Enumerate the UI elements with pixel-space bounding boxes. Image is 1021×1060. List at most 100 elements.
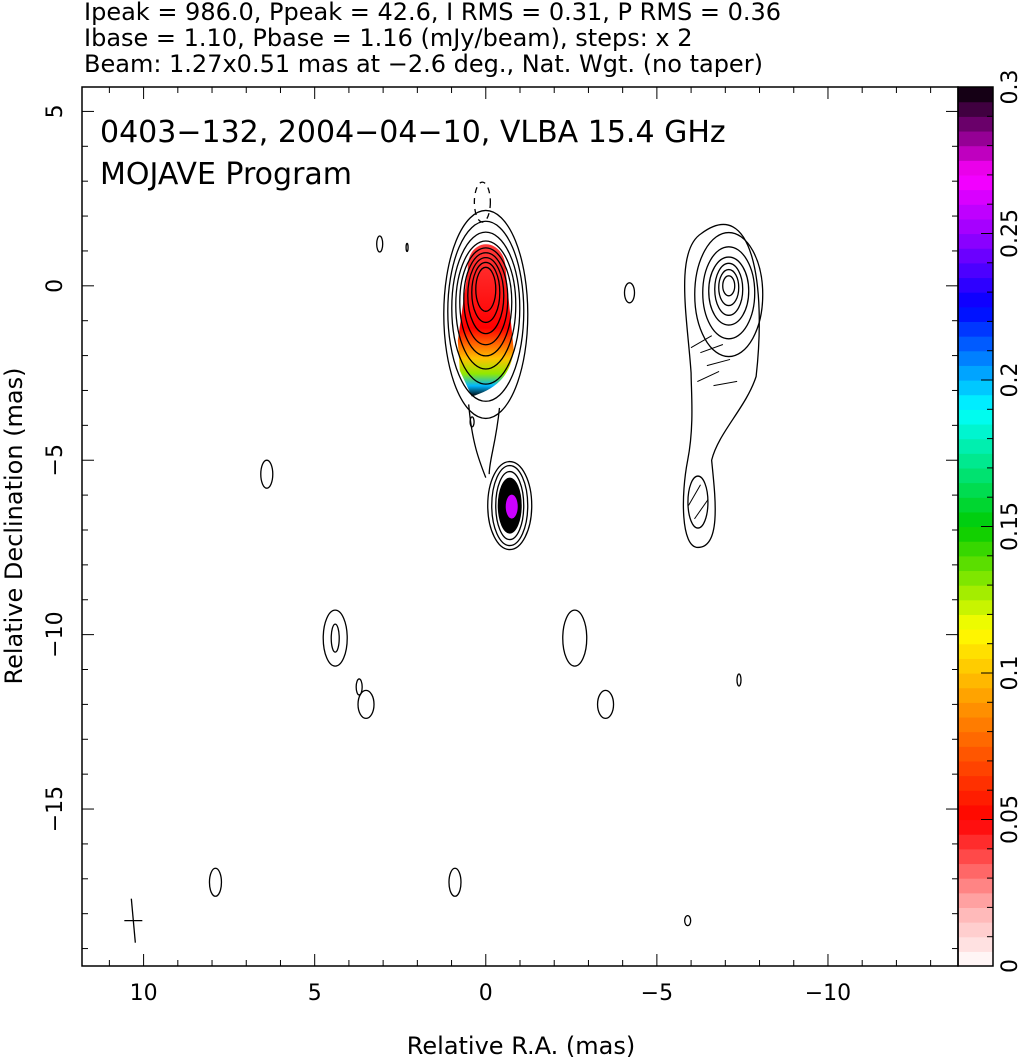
contour-core: [455, 240, 517, 370]
contour-pol-core: [694, 231, 764, 358]
contour-pol-core: [702, 246, 756, 340]
colorbar-band: [958, 673, 993, 689]
colorbar-band: [958, 233, 993, 249]
contour-pol-core: [722, 275, 736, 297]
colorbar-band: [958, 526, 993, 542]
evpa-vector: [713, 380, 738, 387]
colorbar-band: [958, 658, 993, 674]
colorbar-band: [958, 541, 993, 557]
contour-core: [459, 247, 513, 357]
contour-core: [463, 252, 509, 346]
contour-small: [596, 689, 615, 720]
colorbar-band: [958, 760, 993, 777]
colorbar-band: [958, 306, 993, 322]
evpa-vector: [690, 335, 713, 349]
contour-small: [208, 867, 223, 897]
colorbar-band: [958, 248, 993, 264]
colorbar-tick-label: 0.05: [998, 795, 1021, 844]
colorbar-band: [958, 599, 993, 615]
evpa-vector: [706, 358, 731, 367]
colorbar-band: [958, 174, 993, 191]
contour-small: [448, 867, 462, 897]
evpa-vector: [697, 370, 720, 383]
colorbar-band: [958, 409, 993, 425]
colorbar-band: [958, 497, 993, 513]
header-line-2: Ibase = 1.10, Pbase = 1.16 (mJy/beam), s…: [84, 24, 693, 52]
polarization-core: [457, 244, 514, 397]
colorbar-band: [958, 336, 993, 352]
colorbar-band: [958, 819, 993, 835]
colorbar-band: [958, 87, 993, 103]
colorbar-band: [958, 482, 993, 498]
map-title-line-1: 0403−132, 2004−04−10, VLBA 15.4 GHz: [100, 115, 726, 150]
contour-small: [684, 915, 692, 927]
colorbar-tick-label: 0.1: [998, 656, 1021, 691]
colorbar-band: [958, 731, 993, 747]
contour-small: [260, 459, 274, 489]
colorbar-band: [958, 394, 993, 410]
contour-isolated: [322, 609, 348, 667]
colorbar-tick-label: 0.15: [998, 502, 1021, 551]
colorbar-band: [958, 145, 993, 161]
contour-pol-envelope: [682, 224, 760, 549]
contour-pol-core: [714, 262, 744, 316]
contour-core: [471, 261, 501, 324]
colorbar-band: [958, 262, 993, 279]
contour-bridge: [468, 404, 501, 478]
contour-isolated: [562, 609, 588, 667]
map-plot-area: 10 5 0 −5 −10 5 0 −5 −10 −15: [43, 87, 958, 1006]
colorbar-band: [958, 423, 993, 440]
colorbar-tick-label: 0.2: [998, 363, 1021, 398]
contour-pol-core: [718, 268, 740, 307]
colorbar-tick-label: 0.3: [998, 70, 1021, 105]
contour-core: [467, 256, 505, 335]
colorbar-band: [958, 614, 993, 630]
colorbar-band: [958, 511, 993, 528]
contour-knot: [495, 470, 525, 541]
contour-pol-core: [708, 256, 750, 326]
x-tick-label: 10: [130, 981, 158, 1006]
colorbar-band: [958, 189, 993, 205]
contour-small: [357, 689, 375, 720]
contour-small: [623, 282, 636, 304]
y-tick-label: −15: [43, 786, 68, 832]
colorbar-band: [958, 160, 993, 176]
evpa-vector: [688, 484, 701, 506]
x-tick-label: −10: [805, 981, 851, 1006]
colorbar-band: [958, 951, 993, 967]
colorbar-band: [958, 218, 993, 235]
contour-core: [451, 231, 521, 385]
x-tick-label: 5: [308, 981, 322, 1006]
contour-core: [447, 220, 525, 402]
colorbar-band: [958, 321, 993, 337]
contour-small: [405, 242, 409, 253]
colorbar-band: [958, 365, 993, 381]
colorbar-band: [958, 687, 993, 703]
colorbar-band: [958, 863, 993, 879]
colorbar-band: [958, 116, 993, 132]
colorbar-band: [958, 936, 993, 952]
contour-core: [443, 209, 529, 420]
colorbar-tick-label: 0: [998, 959, 1021, 973]
y-tick-label: −10: [43, 611, 68, 657]
colorbar-band: [958, 585, 993, 601]
colorbar-band: [958, 350, 993, 366]
contour-small: [736, 673, 742, 687]
colorbar-tick-label: 0.25: [998, 209, 1021, 258]
x-tick-label: 0: [479, 981, 493, 1006]
x-tick-label: −5: [641, 981, 673, 1006]
evpa-vector: [700, 344, 724, 354]
contour-knot: [491, 464, 529, 547]
header-line-1: Ipeak = 986.0, Ppeak = 42.6, I RMS = 0.3…: [84, 0, 781, 26]
colorbar-band: [958, 746, 993, 762]
colorbar-band: [958, 804, 993, 821]
colorbar-band: [958, 878, 993, 894]
colorbar-band: [958, 438, 993, 454]
contour-small: [376, 235, 384, 253]
contour-isolated-inner: [330, 623, 340, 653]
colorbar-band: [958, 922, 993, 938]
colorbar-band: [958, 629, 993, 645]
evpa-vector: [694, 498, 709, 520]
colorbar-band: [958, 570, 993, 586]
